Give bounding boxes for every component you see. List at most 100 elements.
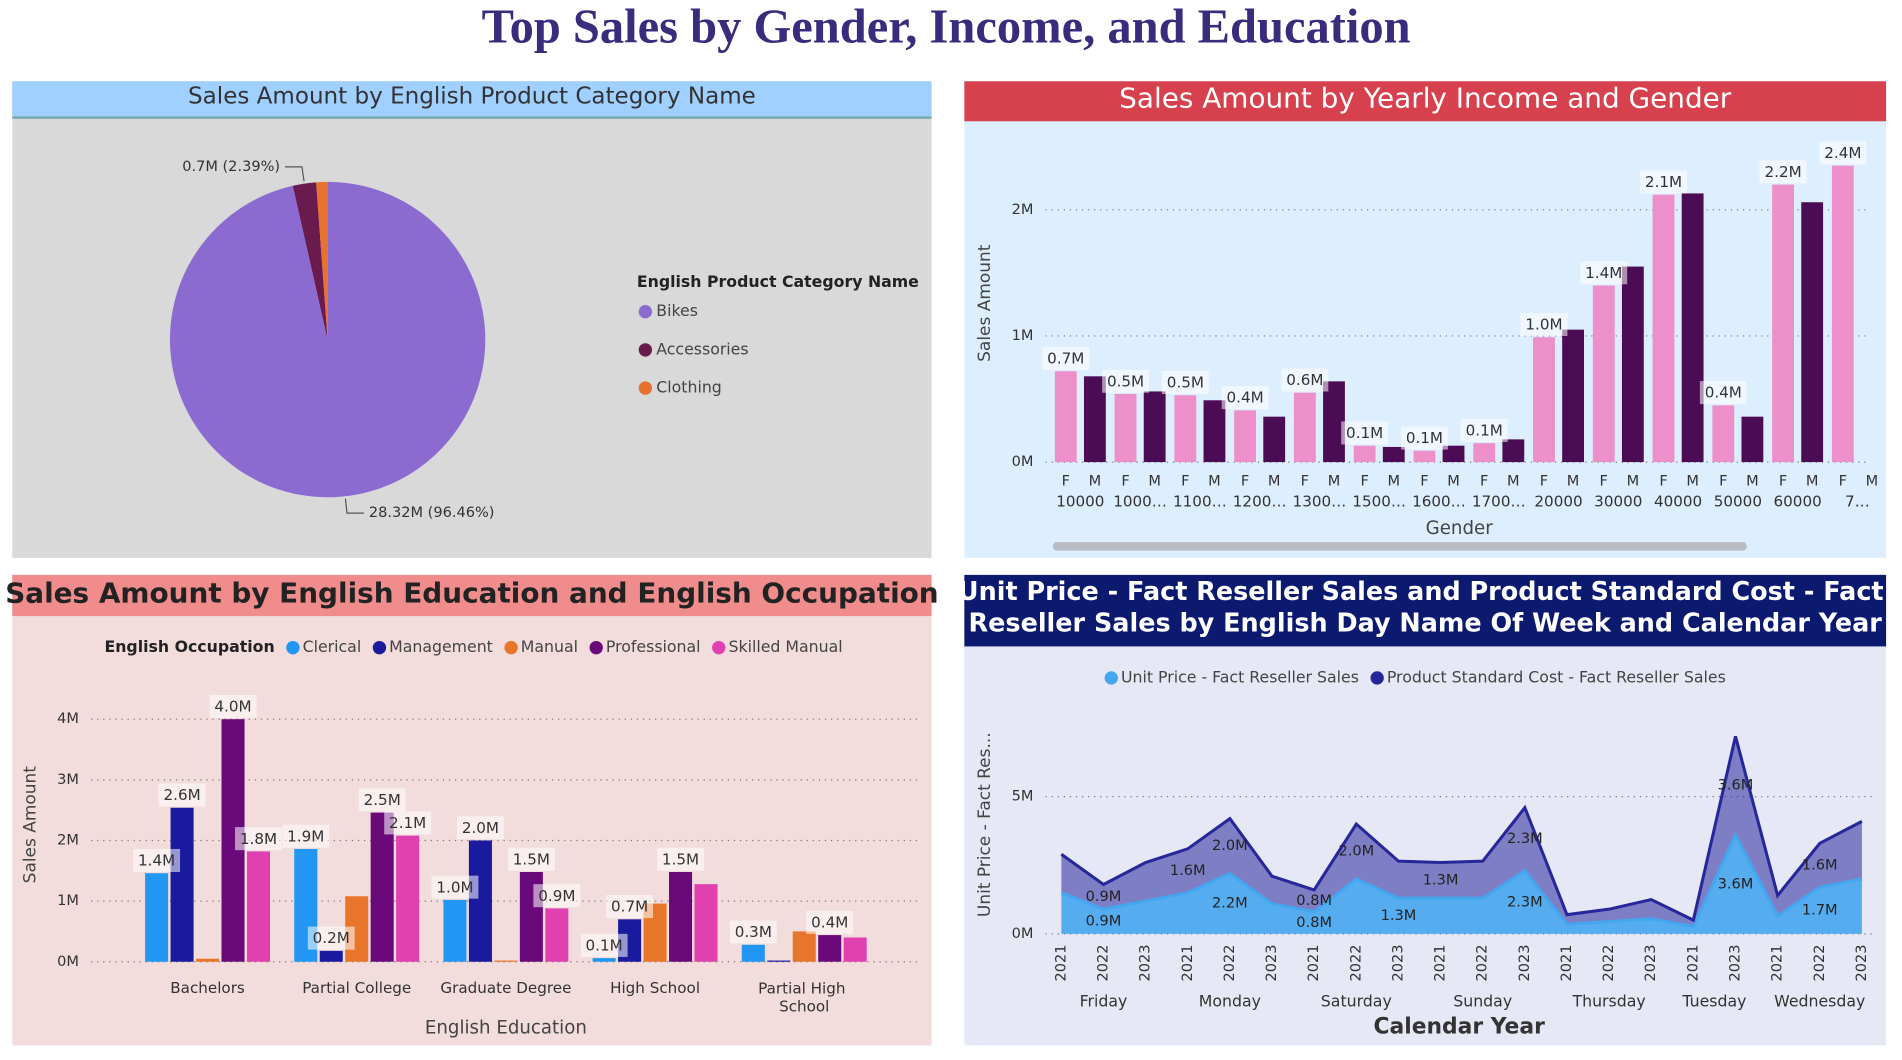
data-label: 1.9M [287,827,324,845]
x-subtick-label: M [1567,472,1580,489]
y-tick-label: 2M [57,831,79,848]
x-tick-label: 2023 [1137,944,1154,981]
x-subtick-label: F [1659,472,1667,489]
x-axis-label: Calendar Year [1373,1014,1545,1039]
data-label-bg [282,824,330,848]
data-label-bg [158,783,206,807]
data-label: 1.6M [1170,862,1206,879]
x-subtick-label: F [1420,472,1428,489]
x-subtick-label: F [1062,472,1070,489]
data-label: 1.5M [662,850,699,868]
y-tick-label: 1M [1012,327,1034,344]
bar [1203,400,1226,463]
data-label: 2.6M [163,786,200,804]
x-subtick-label: F [1600,472,1608,489]
data-label-bg [1640,170,1687,194]
bar [1473,443,1496,463]
bar [1353,445,1376,463]
data-label-bg [729,920,777,944]
x-tick-label: 2022 [1811,944,1828,981]
bar [1382,446,1405,463]
data-label: 2.0M [1212,837,1248,854]
x-subtick-label: F [1241,472,1249,489]
x-subtick-label: F [1121,472,1129,489]
data-label-bg [235,827,282,851]
bar [818,935,842,962]
y-tick-label: 5M [1012,788,1034,805]
y-axis-label: Sales Amount [975,244,995,362]
panel-header [964,81,1887,122]
x-subtick-label: M [1686,472,1699,489]
legend-marker [638,343,653,357]
bar [792,931,816,962]
data-label-bg [1161,370,1209,395]
data-label-bg [1699,381,1747,405]
x-tick-label: Bachelors [170,979,245,997]
legend-label: Unit Price - Fact Reseller Sales [1121,667,1359,686]
data-label-bg [1102,369,1150,393]
page-title: Top Sales by Gender, Income, and Educati… [482,1,1411,54]
pie-slice [316,181,328,340]
x-subtick-label: F [1360,472,1368,489]
bar [694,884,718,962]
data-label-bg [1460,418,1508,442]
x-tick-label: 1300… [1293,493,1347,511]
x-group-label: Sunday [1453,991,1512,1010]
leader-line [284,166,305,182]
legend-label: Skilled Manual [728,637,842,656]
pie-slice [292,182,328,340]
x-tick-label: Partial College [302,979,411,997]
data-label-bg [1580,261,1628,285]
bar [370,812,394,962]
data-label: 3.6M [1718,777,1754,794]
bar [246,851,271,962]
x-tick-label: Partial High School [758,979,850,1015]
bar [843,937,867,962]
data-label: 1.5M [513,850,550,868]
data-label: 0.9M [1086,913,1122,930]
bar [1801,202,1824,463]
legend-marker [286,640,300,655]
data-label: 0.1M [1346,424,1383,442]
data-label: 28.32M (96.46%) [369,504,495,521]
legend-label: Management [389,637,493,656]
y-tick-label: 0M [1012,453,1034,470]
bar [1174,395,1197,463]
x-tick-label: 1500… [1352,493,1406,511]
x-tick-label: 1600… [1412,493,1466,511]
data-label-bg [580,933,628,957]
x-subtick-label: F [1779,472,1787,489]
data-label-bg [1341,421,1389,445]
pie-slice [169,181,486,498]
bar [1652,194,1675,463]
x-axis-label: Gender [1426,518,1494,539]
x-tick-label: 2021 [1432,944,1449,981]
bar [443,899,467,962]
legend-marker [504,640,518,655]
x-subtick-label: M [1268,472,1281,489]
bar [1234,410,1257,463]
bar [468,840,492,962]
x-tick-label: 1000… [1113,493,1167,511]
data-label: 0.9M [1086,888,1122,905]
bar [170,807,194,962]
data-label: 2.2M [1764,163,1801,181]
panel-header [12,81,932,118]
bar [396,835,420,962]
x-tick-label: 1200… [1233,493,1287,511]
x-tick-label: 7… [1845,493,1870,511]
legend-title: English Product Category Name [637,272,919,291]
bar [1083,376,1106,463]
legend-title: English Occupation [104,637,274,656]
y-tick-label: 4M [57,710,79,727]
x-subtick-label: M [1806,472,1819,489]
x-subtick-label: M [1148,472,1161,489]
bar [1143,391,1166,463]
x-tick-label: 2021 [1684,944,1701,981]
area-line [1060,735,1863,923]
scrollbar[interactable] [1052,542,1747,551]
legend-marker [638,381,653,395]
x-tick-label: 2021 [1305,944,1322,981]
data-label: 0.3M [735,923,772,941]
